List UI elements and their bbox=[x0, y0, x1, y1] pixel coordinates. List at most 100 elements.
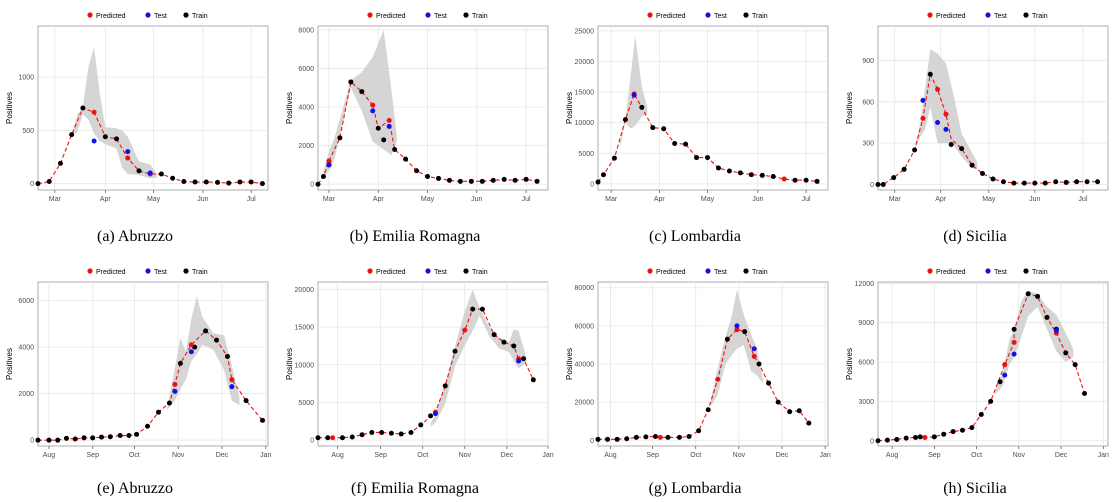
train-point bbox=[796, 408, 802, 414]
x-tick-label: Jun bbox=[1029, 196, 1040, 203]
y-tick-label: 900 bbox=[862, 58, 874, 65]
y-tick-label: 300 bbox=[862, 141, 874, 148]
y-axis-label: Positives bbox=[845, 92, 854, 124]
legend: Predicted Test Train bbox=[927, 12, 1048, 20]
uncertainty-band bbox=[995, 291, 1074, 395]
caption-label: (b) bbox=[349, 228, 369, 245]
train-point bbox=[715, 165, 721, 171]
predicted-line bbox=[37, 107, 263, 185]
predicted-point bbox=[1002, 362, 1008, 368]
panel-h: Predicted Test Train 0 3000 6000 9000 12000 Aug S… bbox=[840, 256, 1110, 498]
train-point bbox=[107, 434, 113, 440]
test-point bbox=[229, 384, 235, 390]
x-tick-label: May bbox=[147, 196, 161, 203]
caption-label: (h) bbox=[943, 480, 962, 497]
train-point bbox=[696, 428, 702, 434]
train-point bbox=[155, 409, 161, 415]
train-point bbox=[1095, 179, 1101, 185]
legend-dot-predicted bbox=[87, 12, 93, 18]
y-tick-label: 0 bbox=[870, 182, 874, 189]
test-point bbox=[125, 149, 131, 155]
test-point bbox=[1002, 372, 1008, 378]
uncertainty-band bbox=[711, 289, 763, 406]
predicted-point bbox=[188, 342, 194, 348]
train-point bbox=[880, 181, 886, 187]
train-point bbox=[931, 434, 937, 440]
train-point bbox=[35, 437, 41, 443]
train-point bbox=[748, 172, 754, 178]
train-point bbox=[611, 155, 617, 161]
train-point bbox=[490, 177, 496, 183]
predicted-line bbox=[597, 92, 818, 183]
train-point bbox=[980, 170, 986, 176]
x-tick-label: Jun bbox=[197, 196, 208, 203]
caption-d: (d) Sicilia bbox=[840, 228, 1110, 246]
predicted-point bbox=[326, 158, 332, 164]
legend-label-train: Train bbox=[1032, 269, 1048, 276]
train-point bbox=[177, 360, 183, 366]
predicted-point bbox=[751, 353, 757, 359]
predicted-point bbox=[91, 109, 97, 115]
y-tick-label: 40000 bbox=[575, 362, 595, 369]
x-tick-label: Dec bbox=[1055, 452, 1068, 459]
train-point bbox=[392, 146, 398, 152]
x-tick-label: Jul bbox=[1078, 196, 1087, 203]
train-point bbox=[1011, 180, 1017, 186]
train-point bbox=[315, 181, 321, 187]
x-tick-label: Oct bbox=[690, 452, 701, 459]
train-point bbox=[742, 329, 748, 335]
chart-f: Predicted Test Train 0 5000 10000 15000 20000 Au… bbox=[285, 268, 554, 459]
predicted-point bbox=[935, 86, 941, 92]
x-tick-label: Mar bbox=[605, 196, 618, 203]
train-point bbox=[523, 176, 529, 182]
train-point bbox=[369, 429, 375, 435]
panel-d: Predicted Test Train 0 300 600 900 Mar Apr May Jun… bbox=[840, 0, 1110, 245]
train-point bbox=[1025, 291, 1031, 297]
y-tick-label: 15000 bbox=[575, 90, 595, 97]
test-point bbox=[386, 123, 392, 129]
legend-label-predicted: Predicted bbox=[936, 269, 966, 276]
train-point bbox=[683, 141, 689, 147]
legend-dot-train bbox=[463, 268, 469, 274]
train-point bbox=[913, 434, 919, 440]
test-point bbox=[516, 358, 522, 364]
x-tick-label: Dec bbox=[501, 452, 514, 459]
test-point bbox=[1011, 351, 1017, 357]
train-point bbox=[624, 436, 630, 442]
x-tick-label: Jul bbox=[802, 196, 811, 203]
train-point bbox=[969, 162, 975, 168]
x-tick-label: Apr bbox=[100, 196, 112, 203]
train-point bbox=[1011, 326, 1017, 332]
train-point bbox=[349, 434, 355, 440]
train-point bbox=[806, 420, 812, 426]
y-tick-label: 4000 bbox=[298, 105, 314, 112]
train-point bbox=[803, 177, 809, 183]
train-point bbox=[653, 433, 658, 439]
legend-dot-predicted bbox=[927, 12, 933, 18]
train-point bbox=[501, 339, 507, 345]
train-point bbox=[959, 427, 965, 433]
caption-a: (a) Abruzzo bbox=[0, 228, 270, 246]
predicted-point bbox=[657, 434, 663, 440]
train-point bbox=[126, 433, 132, 439]
train-point bbox=[46, 437, 52, 443]
caption-label: (c) bbox=[649, 228, 667, 245]
train-point bbox=[468, 178, 474, 184]
x-tick-label: Dec bbox=[216, 452, 229, 459]
legend-dot-predicted bbox=[927, 268, 933, 274]
train-point bbox=[884, 437, 890, 443]
train-point bbox=[724, 336, 730, 342]
legend-label-test: Test bbox=[994, 13, 1007, 20]
legend-dot-train bbox=[743, 268, 749, 274]
train-point bbox=[479, 306, 485, 312]
panel-e: Predicted Test Train 0 2000 4000 6000 Aug Sep Oct… bbox=[0, 256, 272, 498]
train-point bbox=[1063, 179, 1069, 185]
plot-area bbox=[317, 25, 549, 191]
caption-f: (f) Emilia Romagna bbox=[280, 480, 550, 498]
train-point bbox=[136, 168, 142, 174]
uncertainty-band bbox=[323, 29, 397, 179]
train-point bbox=[726, 168, 732, 174]
y-tick-label: 600 bbox=[862, 99, 874, 106]
train-point bbox=[969, 425, 975, 431]
y-tick-label: 6000 bbox=[18, 298, 34, 305]
